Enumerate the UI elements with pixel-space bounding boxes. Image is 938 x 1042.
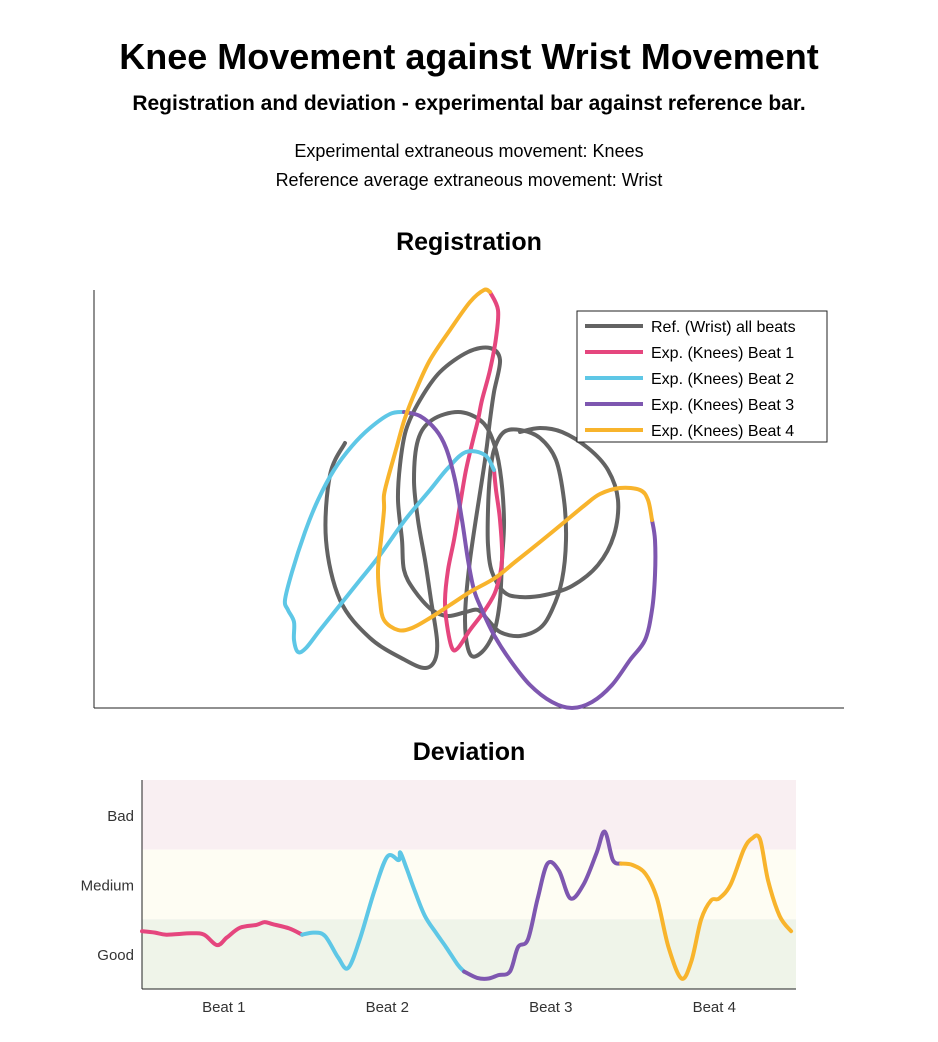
deviation-line-beat-1 bbox=[140, 920, 305, 948]
band-medium bbox=[142, 849, 796, 920]
x-tick-label-beat-4: Beat 4 bbox=[693, 999, 736, 1016]
legend-label-4: Exp. (Knees) Beat 4 bbox=[651, 423, 794, 440]
deviation-title: Deviation bbox=[413, 738, 526, 766]
legend-label-0: Ref. (Wrist) all beats bbox=[651, 319, 796, 336]
registration-line-reference bbox=[323, 345, 621, 670]
page-title: Knee Movement against Wrist Movement bbox=[119, 36, 819, 77]
deviation-chart: Deviation Bad Medium Good Beat 1 Beat 2 Beat … bbox=[81, 738, 796, 1016]
x-tick-label-beat-2: Beat 2 bbox=[366, 999, 409, 1016]
legend-label-1: Exp. (Knees) Beat 1 bbox=[651, 345, 794, 362]
page-subtitle: Registration and deviation - experimenta… bbox=[132, 92, 806, 115]
x-tick-label-beat-3: Beat 3 bbox=[529, 999, 572, 1016]
deviation-bands bbox=[142, 780, 796, 989]
deviation-line-beat-2 bbox=[300, 850, 467, 974]
legend-label-2: Exp. (Knees) Beat 2 bbox=[651, 371, 794, 388]
deviation-line-beat-3 bbox=[462, 829, 624, 981]
deviation-ticks: Bad Medium Good Beat 1 Beat 2 Beat 3 Beat 4 bbox=[81, 808, 736, 1016]
registration-line-beat-3 bbox=[402, 410, 658, 710]
registration-title: Registration bbox=[396, 228, 542, 256]
band-bad bbox=[142, 780, 796, 850]
y-tick-label-bad: Bad bbox=[107, 808, 134, 825]
x-tick-label-beat-1: Beat 1 bbox=[202, 999, 245, 1016]
deviation-line-beat-4 bbox=[619, 833, 794, 981]
registration-series bbox=[282, 287, 658, 710]
deviation-series bbox=[140, 829, 794, 981]
reference-movement-note: Reference average extraneous movement: W… bbox=[275, 170, 663, 190]
y-tick-label-good: Good bbox=[97, 947, 134, 964]
registration-chart: Registration Ref. (Wrist) all beats Exp. … bbox=[93, 228, 844, 710]
y-tick-label-medium: Medium bbox=[81, 878, 134, 895]
registration-legend: Ref. (Wrist) all beats Exp. (Knees) Beat … bbox=[576, 310, 828, 443]
registration-line-beat-2 bbox=[282, 410, 496, 655]
registration-line-beat-4 bbox=[375, 287, 654, 633]
legend-label-3: Exp. (Knees) Beat 3 bbox=[651, 397, 794, 414]
experimental-movement-note: Experimental extraneous movement: Knees bbox=[294, 141, 644, 161]
